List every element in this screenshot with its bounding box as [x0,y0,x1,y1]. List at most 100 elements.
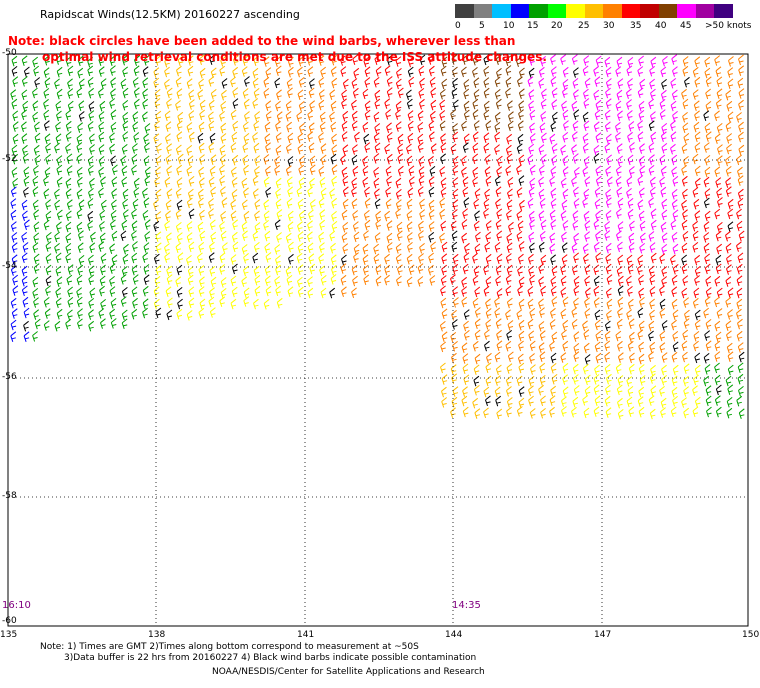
wind-barb [220,230,227,242]
wind-barb [232,87,239,98]
wind-barb [241,221,248,232]
wind-barb [340,154,347,165]
wind-barb [716,76,723,88]
wind-barb [472,109,479,120]
wind-barb [153,253,160,265]
wind-barb [263,210,270,222]
wind-barb [33,165,39,176]
wind-barb [528,375,535,387]
wind-barb [375,275,382,287]
wind-barb [528,330,535,342]
wind-barb [738,99,744,111]
legend-tick-label: 0 [455,21,461,31]
wind-barb [22,144,28,156]
wind-barb [21,252,28,264]
wind-barb [516,210,523,221]
wind-barb [65,177,72,189]
wind-barb [508,221,514,233]
wind-barb [462,363,469,375]
wind-barb [604,351,611,363]
wind-barb [110,298,117,309]
wind-barb [626,275,632,287]
map-frame [7,53,749,627]
wind-barb [484,340,490,352]
wind-barb [605,189,612,200]
wind-barb [98,131,105,143]
wind-barb [637,120,644,131]
wind-barb [505,309,511,320]
wind-barb [648,142,655,153]
wind-barb [682,329,689,341]
wind-barb [330,100,337,112]
wind-barb [263,299,270,310]
wind-barb [551,296,558,307]
wind-barb [44,167,51,178]
wind-barb [362,88,369,100]
wind-barb [143,55,150,66]
wind-barb [572,396,579,408]
wind-barb [32,175,39,187]
wind-barb [341,286,347,297]
wind-barb [461,395,468,407]
wind-barb [342,186,349,197]
wind-barb [407,187,414,198]
wind-barb [331,164,338,175]
wind-barb [21,285,28,297]
wind-barb [604,395,611,407]
wind-barb [704,210,711,222]
wind-barb [275,198,282,210]
wind-barb [395,121,402,132]
wind-barb [681,219,688,231]
wind-barb [660,221,667,233]
wind-barb [254,285,261,297]
wind-barb [164,243,170,254]
wind-barb [386,87,393,98]
wind-barb [155,188,162,200]
wind-barb [66,199,73,210]
wind-barb [308,122,315,133]
wind-barb [199,298,206,310]
wind-barb [131,264,138,276]
wind-barb [572,78,579,89]
wind-barb [450,332,457,343]
wind-barb [111,188,118,199]
wind-barb [638,210,645,222]
wind-barb [505,65,512,76]
wind-barb [252,77,259,89]
wind-barb [462,54,469,65]
wind-barb [637,254,644,266]
wind-barb [384,143,391,155]
wind-barb [164,56,171,68]
wind-barb [483,100,490,112]
wind-barb [452,263,459,275]
wind-barb [67,100,74,112]
wind-barb [386,54,393,66]
wind-barb [726,264,732,275]
wind-barb [562,220,569,231]
wind-barb [726,133,733,144]
wind-barb [23,166,30,178]
wind-barb [584,374,591,386]
wind-barb [617,352,624,363]
wind-barb [483,264,490,275]
wind-barb [164,252,171,263]
wind-barb [650,364,656,376]
wind-barb [550,352,557,364]
wind-barb [286,78,293,89]
wind-barb [166,274,173,285]
wind-barb [451,87,458,99]
wind-barb [694,309,701,321]
wind-barb [252,230,259,242]
wind-barb [681,263,688,275]
wind-barb [154,176,161,188]
wind-barb [483,407,489,419]
wind-barb [670,254,676,266]
wind-barb [353,231,360,243]
wind-barb [54,78,60,90]
wind-barb [672,264,679,275]
wind-barb [352,165,359,177]
wind-barb [529,164,536,176]
wind-barb [89,133,95,145]
wind-barb [232,219,239,230]
wind-barb [616,230,622,241]
